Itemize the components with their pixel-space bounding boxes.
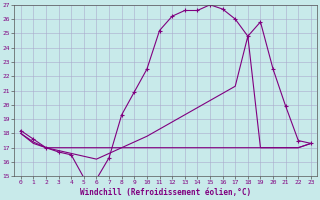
X-axis label: Windchill (Refroidissement éolien,°C): Windchill (Refroidissement éolien,°C) xyxy=(80,188,252,197)
